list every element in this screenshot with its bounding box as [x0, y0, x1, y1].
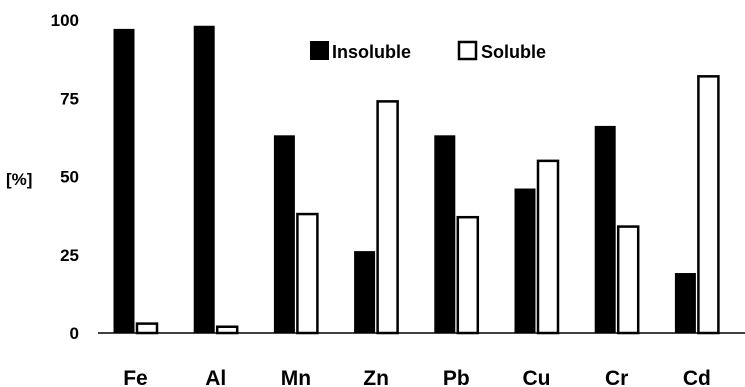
bar-soluble-al	[215, 325, 239, 335]
legend-swatch-soluble	[457, 40, 478, 61]
bar-insoluble-pb	[434, 135, 456, 334]
bar-soluble-cd	[697, 75, 720, 335]
x-tick-label: Fe	[123, 367, 148, 387]
bar-soluble-cu	[536, 159, 560, 335]
y-tick-label: 100	[51, 11, 79, 30]
bar-soluble-pb	[456, 215, 480, 335]
bar-soluble-fe	[135, 322, 159, 335]
y-tick-label: 50	[60, 168, 79, 187]
x-tick-label: Cd	[683, 367, 711, 387]
bar-insoluble-cd	[674, 273, 696, 334]
y-tick-label: 0	[70, 324, 79, 343]
bar-insoluble-cr	[594, 125, 616, 334]
y-axis-label: [%]	[6, 170, 32, 189]
bar-insoluble-zn	[354, 251, 376, 334]
legend-label-insoluble: Insoluble	[332, 42, 411, 62]
bar-soluble-mn	[296, 212, 319, 335]
bar-insoluble-mn	[273, 135, 295, 334]
y-axis-ticks: 0 25 50 75 100	[51, 11, 79, 343]
bar-insoluble-fe	[113, 28, 135, 334]
x-tick-label: Mn	[281, 367, 311, 387]
x-tick-label: Zn	[363, 367, 389, 387]
x-tick-label: Pb	[443, 367, 470, 387]
x-tick-label: Cu	[523, 367, 551, 387]
x-axis-ticks: FeAlMnZnPbCuCrCdAs	[123, 367, 711, 387]
legend-swatch-insoluble	[310, 41, 329, 60]
x-tick-label: Cr	[605, 367, 628, 387]
y-tick-label: 75	[60, 89, 79, 108]
x-tick-label: Al	[205, 367, 226, 387]
bar-insoluble-cu	[514, 188, 536, 334]
bar-soluble-zn	[376, 100, 399, 335]
y-tick-label: 25	[60, 246, 79, 265]
bar-soluble-cr	[616, 225, 640, 335]
legend-label-soluble: Soluble	[481, 42, 546, 62]
bars	[113, 25, 720, 335]
bar-insoluble-al	[193, 25, 215, 334]
legend: Insoluble Soluble	[310, 40, 546, 62]
